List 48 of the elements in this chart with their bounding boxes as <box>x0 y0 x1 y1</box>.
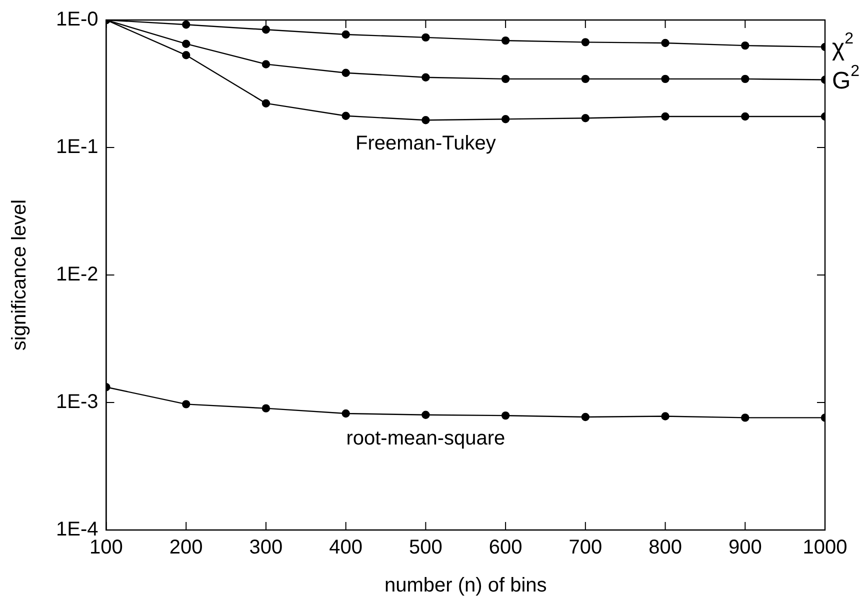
point <box>262 26 270 34</box>
x-tick-label: 900 <box>728 536 762 559</box>
point <box>661 412 670 420</box>
point <box>581 38 590 46</box>
x-tick-label: 300 <box>249 536 283 559</box>
point <box>501 115 510 124</box>
point <box>422 33 430 42</box>
point <box>262 60 270 68</box>
series-label: root-mean-square <box>346 427 506 450</box>
point <box>661 38 670 48</box>
point <box>262 404 270 412</box>
point <box>501 74 510 84</box>
x-tick-label: 800 <box>648 536 682 559</box>
x-tick-label: 1000 <box>802 536 848 559</box>
point <box>741 41 750 50</box>
y-tick-label: 1E-0 <box>56 8 98 31</box>
x-tick-label: 400 <box>329 536 363 559</box>
point <box>661 112 670 121</box>
point <box>262 99 270 108</box>
point <box>342 112 350 120</box>
point <box>741 414 750 422</box>
point <box>741 112 750 121</box>
point <box>342 30 350 39</box>
point <box>182 400 190 408</box>
point <box>422 116 430 124</box>
x-tick-label: 600 <box>488 536 522 559</box>
x-axis-title: number (n) of bins <box>384 574 547 597</box>
point <box>581 114 590 122</box>
y-axis-title: significance level <box>8 199 31 351</box>
point <box>661 74 670 84</box>
point <box>342 409 350 418</box>
y-tick-label: 1E-2 <box>56 264 98 286</box>
point <box>182 40 190 48</box>
point <box>741 74 750 84</box>
point <box>422 410 430 419</box>
y-tick-label: 1E-3 <box>56 391 98 414</box>
point <box>501 36 510 45</box>
point <box>501 411 510 420</box>
point <box>342 68 350 77</box>
point <box>422 73 430 82</box>
point <box>182 51 190 60</box>
y-tick-label: 1E-1 <box>56 136 98 158</box>
x-tick-label: 700 <box>568 536 602 559</box>
x-tick-label: 500 <box>409 536 442 559</box>
point <box>581 74 590 84</box>
point <box>581 412 590 422</box>
x-tick-label: 200 <box>169 536 203 559</box>
series-label: Freeman-Tukey <box>355 132 496 155</box>
